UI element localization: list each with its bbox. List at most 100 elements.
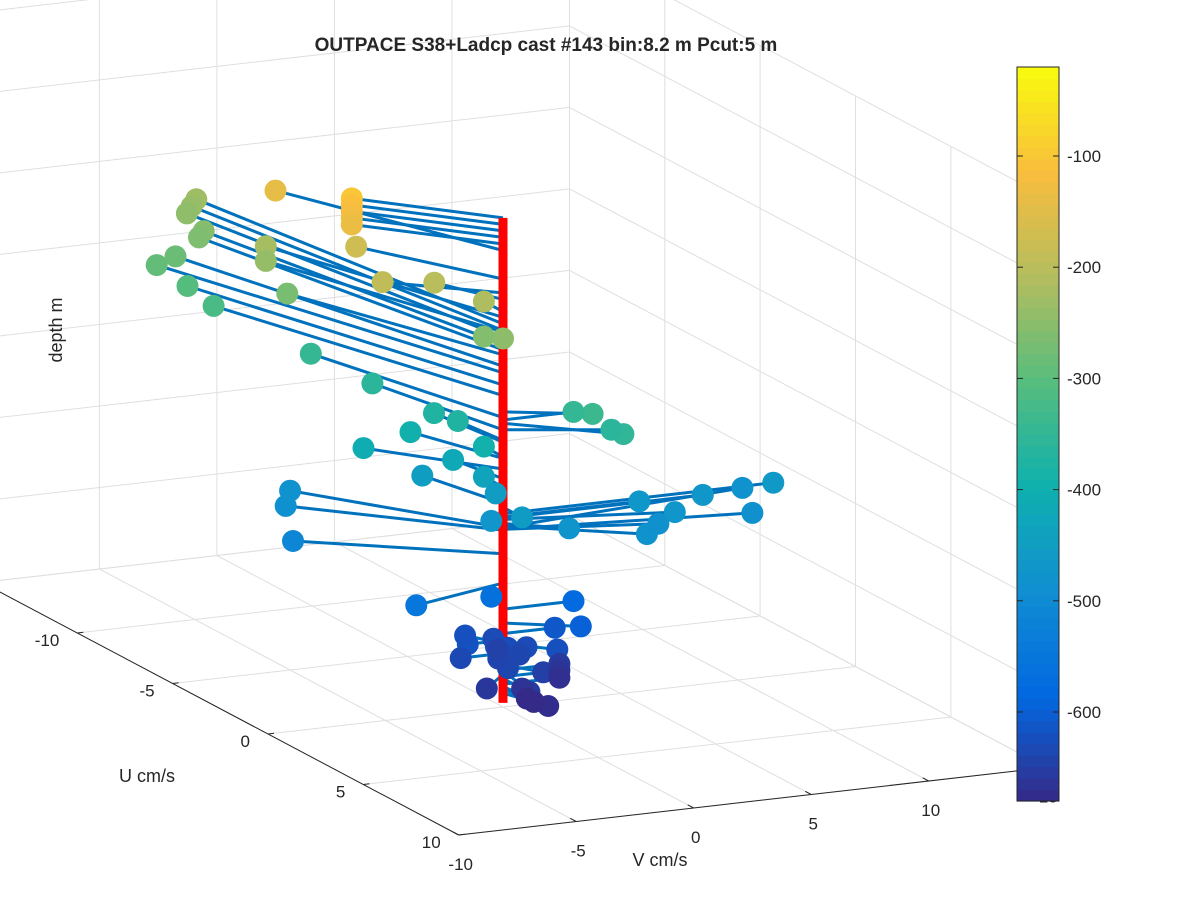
colorbar-band — [1017, 204, 1059, 217]
velocity-point — [647, 512, 670, 535]
colorbar-band — [1017, 319, 1059, 332]
velocity-vector — [175, 254, 504, 368]
colorbar-band — [1017, 388, 1059, 401]
colorbar-band — [1017, 686, 1059, 699]
velocity-point — [472, 465, 495, 488]
colorbar-band — [1017, 571, 1059, 584]
y-tick-mark — [922, 777, 929, 782]
colorbar-band — [1017, 342, 1059, 355]
colorbar-band — [1017, 491, 1059, 504]
x-tick-label: 10 — [422, 833, 441, 852]
side-wall-grid-line — [569, 433, 1047, 687]
y-axis-line — [458, 767, 1047, 836]
colorbar-band — [1017, 296, 1059, 309]
axes-grid — [0, 0, 1047, 836]
x-tick-label: 0 — [241, 732, 250, 751]
colorbar-band — [1017, 422, 1059, 435]
colorbar-band — [1017, 376, 1059, 389]
floor-grid-line — [99, 568, 577, 822]
colorbar-band — [1017, 755, 1059, 768]
colorbar-band — [1017, 674, 1059, 687]
velocity-point — [449, 647, 472, 670]
velocity-point — [663, 501, 686, 524]
colorbar-tick-label: -600 — [1067, 703, 1101, 722]
velocity-point — [442, 448, 465, 471]
velocity-point — [472, 435, 495, 458]
y-tick-label: 5 — [808, 815, 817, 834]
velocity-point — [361, 372, 384, 395]
velocity-point — [411, 464, 434, 487]
y-tick-label: -10 — [448, 855, 473, 874]
colorbar-band — [1017, 651, 1059, 664]
colorbar-band — [1017, 537, 1059, 550]
colorbar-tick-label: -500 — [1067, 592, 1101, 611]
colorbar-band — [1017, 158, 1059, 171]
velocity-point — [279, 479, 302, 502]
velocity-vector — [213, 304, 504, 398]
colorbar-band — [1017, 330, 1059, 343]
velocity-vector — [292, 539, 504, 556]
velocity-vector — [310, 352, 504, 420]
floor-grid-line — [216, 555, 694, 809]
velocity-vector — [351, 216, 504, 239]
y-tick-label: -5 — [571, 842, 586, 861]
velocity-point — [691, 483, 714, 506]
colorbar-band — [1017, 525, 1059, 538]
z-axis-label: depth m — [46, 297, 66, 362]
x-tick-label: -5 — [139, 682, 154, 701]
velocity-point — [472, 290, 495, 313]
back-wall-grid-line — [0, 188, 570, 255]
velocity-point — [600, 418, 623, 441]
velocity-vector — [502, 511, 753, 531]
velocity-vector — [351, 203, 504, 226]
colorbar-band — [1017, 560, 1059, 573]
side-wall-grid-line — [569, 106, 1047, 361]
y-tick-mark — [452, 831, 459, 836]
velocity-point — [543, 616, 566, 639]
side-wall-grid-line — [569, 351, 1047, 605]
velocity-point — [423, 271, 446, 294]
y-axis-label: V cm/s — [632, 850, 687, 870]
velocity-vector — [502, 599, 574, 611]
colorbar-band — [1017, 640, 1059, 653]
colorbar-band — [1017, 89, 1059, 103]
velocity-point — [164, 245, 187, 268]
colorbar-band — [1017, 766, 1059, 779]
colorbar-band — [1017, 548, 1059, 561]
colorbar-tick-label: -400 — [1067, 481, 1101, 500]
velocity-point — [562, 590, 585, 613]
floor-grid-line — [363, 716, 951, 785]
x-axis-line — [0, 591, 459, 836]
colorbar-band — [1017, 147, 1059, 160]
x-tick-mark — [172, 682, 179, 684]
velocity-point — [548, 666, 571, 689]
colorbar-band — [1017, 594, 1059, 607]
velocity-point — [254, 249, 277, 272]
colorbar-band — [1017, 502, 1059, 515]
side-wall-grid-line — [569, 188, 1047, 442]
velocity-point — [282, 530, 304, 552]
velocity-vector — [351, 223, 504, 246]
colorbar-band — [1017, 170, 1059, 183]
velocity-vector — [156, 263, 504, 375]
floor-grid-line — [451, 528, 929, 782]
colorbar-band — [1017, 411, 1059, 424]
colorbar-band — [1017, 239, 1059, 252]
velocity-point — [475, 677, 498, 700]
velocity-point — [581, 402, 604, 425]
velocity-vector — [187, 284, 504, 387]
colorbar-band — [1017, 365, 1059, 378]
colorbar-band — [1017, 743, 1059, 756]
velocity-point — [405, 594, 428, 617]
colorbar-band — [1017, 216, 1059, 229]
colorbar-band — [1017, 124, 1059, 137]
floor-grid-line — [77, 565, 665, 634]
velocity-vector — [191, 205, 504, 332]
velocity-vector — [433, 411, 504, 444]
y-tick-mark — [687, 804, 694, 809]
velocity-point — [569, 615, 592, 638]
x-tick-mark — [267, 732, 275, 735]
velocity-point — [511, 506, 534, 529]
velocity-vector — [363, 446, 504, 471]
colorbar-band — [1017, 135, 1059, 148]
